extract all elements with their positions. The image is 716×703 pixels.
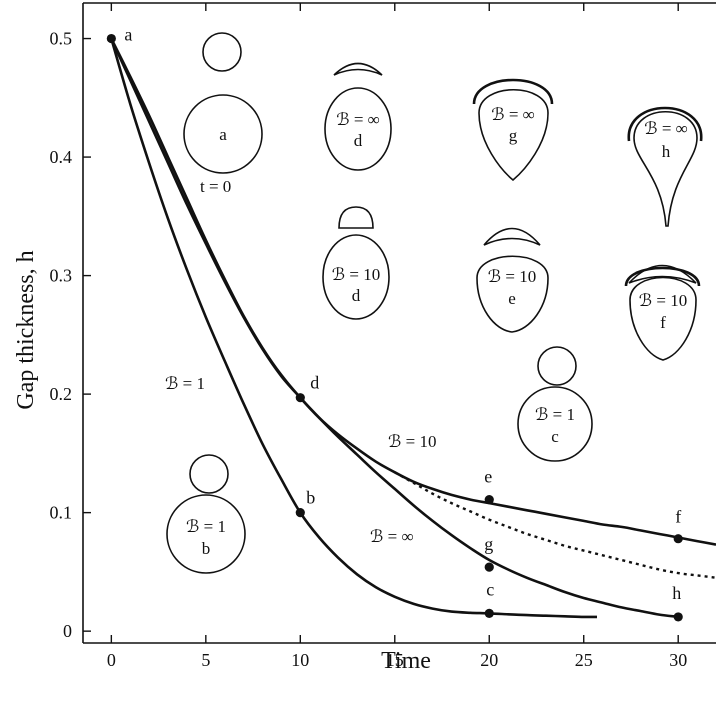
shape-a: a	[183, 32, 263, 174]
point-marker-g	[484, 562, 494, 572]
curves	[110, 38, 716, 619]
x-tick-label: 25	[575, 650, 593, 670]
shape-g-inf: ℬ = ∞ g	[472, 78, 554, 182]
shape-c-1: ℬ = 1 c	[517, 346, 593, 462]
curve-label-binf: ℬ = ∞	[370, 527, 414, 546]
shape-g-inf-bond: ℬ = ∞	[491, 105, 535, 124]
shape-e-10-bond: ℬ = 10	[488, 267, 536, 286]
x-axis-title: Time	[381, 648, 431, 674]
shape-a-letter: a	[219, 125, 227, 144]
x-tick-label: 10	[291, 650, 309, 670]
point-label-c: c	[486, 579, 494, 599]
point-markers: a b c d e f g h	[106, 25, 683, 622]
point-marker-d	[295, 393, 305, 403]
shape-d-10-bond: ℬ = 10	[332, 265, 380, 284]
shape-b-1-bond: ℬ = 1	[186, 517, 226, 536]
point-label-e: e	[484, 467, 492, 487]
y-tick-label: 0.2	[50, 384, 73, 404]
point-label-h: h	[672, 583, 681, 603]
shape-b-1: ℬ = 1 b	[166, 454, 246, 574]
x-tick-label: 5	[201, 650, 210, 670]
shape-d-inf-letter: d	[354, 131, 363, 150]
y-tick-label: 0.4	[50, 147, 73, 167]
shape-b-1-letter: b	[202, 539, 211, 558]
x-tick-label: 30	[669, 650, 687, 670]
point-label-f: f	[675, 507, 681, 527]
series-line-1	[110, 38, 598, 619]
shape-d-inf-bond: ℬ = ∞	[336, 110, 380, 129]
point-marker-e	[484, 494, 494, 505]
shape-d-inf: ℬ = ∞ d	[324, 62, 392, 171]
point-marker-f	[673, 534, 683, 544]
y-tick-label: 0.5	[50, 29, 73, 49]
shape-h-inf: ℬ = ∞ h	[627, 106, 703, 227]
shape-h-inf-bond: ℬ = ∞	[644, 119, 688, 138]
curve-label-b10: ℬ = 10	[388, 432, 436, 451]
series-line-2	[110, 38, 679, 619]
y-tick-label: 0.3	[50, 266, 73, 286]
shape-e-10-letter: e	[508, 289, 516, 308]
curve-label-b1: ℬ = 1	[165, 374, 205, 393]
shape-c-1-bond: ℬ = 1	[535, 405, 575, 424]
point-marker-h	[673, 612, 683, 622]
shape-c-1-letter: c	[551, 427, 559, 446]
shape-e-10: ℬ = 10 e	[476, 227, 549, 333]
y-tick-label: 0	[63, 621, 72, 641]
point-label-b: b	[306, 488, 315, 508]
shape-f-10-letter: f	[660, 313, 666, 332]
point-marker-b	[295, 508, 305, 518]
point-label-g: g	[484, 534, 493, 554]
shape-f-10-bond: ℬ = 10	[639, 291, 687, 310]
point-marker-c	[484, 608, 494, 618]
t0-label: t = 0	[200, 177, 231, 196]
shape-d-10: ℬ = 10 d	[322, 206, 390, 320]
shape-f-10: ℬ = 10 f	[624, 264, 701, 361]
x-tick-label: 20	[480, 650, 498, 670]
shape-h-inf-letter: h	[662, 142, 671, 161]
series-line-4	[394, 471, 716, 579]
y-tick-label: 0.1	[50, 503, 73, 523]
point-marker-a	[106, 33, 116, 44]
shape-g-inf-letter: g	[509, 126, 518, 145]
shape-d-10-letter: d	[352, 286, 361, 305]
x-tick-label: 0	[107, 650, 116, 670]
axes: 0 5 10 15 20 25 30 0 0.1 0.2 0.3 0.4 0.5	[50, 2, 716, 670]
point-label-d: d	[310, 373, 319, 393]
point-label-a: a	[124, 25, 132, 45]
y-axis-title: Gap thickness, h	[13, 250, 39, 409]
x-tick-label: 15	[386, 650, 404, 670]
